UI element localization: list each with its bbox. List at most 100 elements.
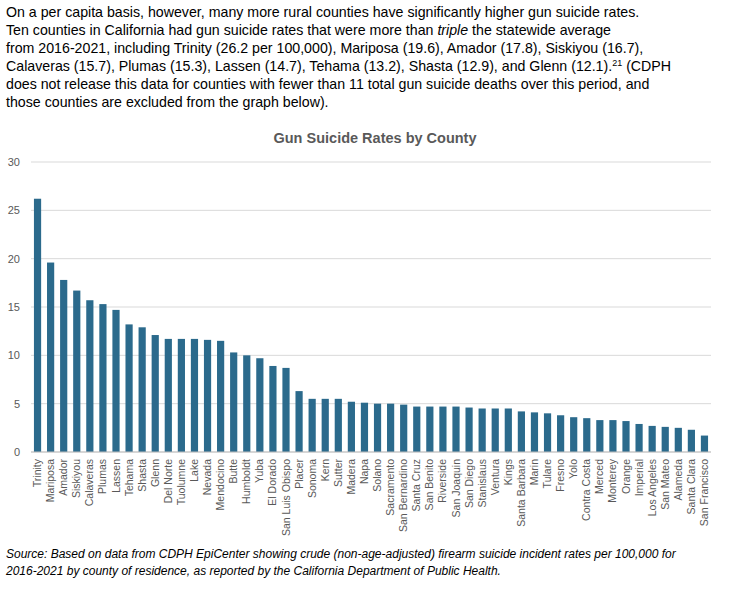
bar xyxy=(557,415,564,452)
intro-text: Calaveras (15.7), Plumas (15.3), Lassen … xyxy=(6,58,612,74)
bar xyxy=(34,199,41,452)
chart-title: Gun Suicide Rates by County xyxy=(273,130,476,146)
bar xyxy=(518,411,525,452)
bar xyxy=(295,391,302,452)
x-tick-label: Santa Cruz xyxy=(410,459,422,512)
x-tick-label: Fresno xyxy=(554,459,566,492)
bar xyxy=(99,304,106,452)
x-tick-label: Solano xyxy=(371,459,383,492)
intro-line: Ten counties in California had gun suici… xyxy=(6,22,611,38)
bar xyxy=(452,407,459,452)
x-tick-label: Madera xyxy=(345,459,357,495)
bar xyxy=(701,436,708,452)
x-tick-label: Placer xyxy=(293,459,305,489)
intro-line: those counties are excluded from the gra… xyxy=(6,94,329,110)
bar xyxy=(269,366,276,452)
x-tick-label: Tulare xyxy=(541,459,553,489)
x-tick-label: Kings xyxy=(502,459,514,485)
intro-line: Calaveras (15.7), Plumas (15.3), Lassen … xyxy=(6,58,671,74)
x-tick-label: Imperial xyxy=(633,459,645,496)
y-tick-label: 5 xyxy=(14,398,20,410)
bar xyxy=(361,403,368,452)
intro-text: On a per capita basis, however, many mor… xyxy=(6,4,639,20)
y-tick-label: 30 xyxy=(8,156,20,168)
x-tick-label: Mariposa xyxy=(44,459,56,502)
intro-text: from 2016-2021, including Trinity (26.2 … xyxy=(6,40,643,56)
x-tick-label: Lassen xyxy=(110,459,122,493)
x-tick-label: San Mateo xyxy=(659,459,671,510)
x-tick-label: Yolo xyxy=(567,459,579,479)
x-tick-label: Mendocino xyxy=(214,459,226,511)
x-tick-labels: TrinityMariposaAmadorSiskiyouCalaverasPl… xyxy=(31,458,710,536)
grid-line xyxy=(31,210,711,211)
bar xyxy=(282,368,289,452)
intro-line: On a per capita basis, however, many mor… xyxy=(6,4,639,20)
source-line: Source: Based on data from CDPH EpiCente… xyxy=(6,547,677,561)
x-tick-label: Marin xyxy=(528,459,540,485)
bar xyxy=(243,355,250,452)
x-tick-label: Ventura xyxy=(489,459,501,495)
x-tick-label: Yuba xyxy=(253,459,265,483)
bar xyxy=(387,404,394,452)
x-tick-label: Kern xyxy=(319,459,331,481)
grid-line xyxy=(31,355,711,356)
intro-paragraph: On a per capita basis, however, many mor… xyxy=(6,4,671,110)
intro-text: (CDPH xyxy=(622,58,671,74)
bar xyxy=(675,428,682,452)
intro-text: the statewide average xyxy=(468,22,611,38)
page: On a per capita basis, however, many mor… xyxy=(0,0,741,597)
bars xyxy=(34,199,708,452)
x-tick-label: San Diego xyxy=(463,459,475,508)
x-tick-label: Contra Costa xyxy=(580,459,592,521)
grid-line xyxy=(31,162,711,163)
x-tick-label: Sacramento xyxy=(384,459,396,516)
x-tick-label: Plumas xyxy=(96,459,108,494)
x-tick-label: Del Norte xyxy=(162,459,174,504)
x-tick-label: Santa Barbara xyxy=(515,459,527,527)
x-tick-label: Nevada xyxy=(201,459,213,495)
intro-text: those counties are excluded from the gra… xyxy=(6,94,329,110)
intro-text: triple xyxy=(437,22,468,38)
x-tick-label: Los Angeles xyxy=(646,459,658,516)
bar xyxy=(152,335,159,452)
bar xyxy=(400,405,407,452)
x-tick-label: San Luis Obispo xyxy=(280,459,292,536)
bar xyxy=(531,412,538,452)
x-tick-label: Shasta xyxy=(136,459,148,492)
chart: Gun Suicide Rates by County051015202530T… xyxy=(8,130,711,536)
bar xyxy=(492,409,499,453)
grid-line xyxy=(31,307,711,308)
x-tick-label: Siskiyou xyxy=(70,459,82,498)
bar xyxy=(505,409,512,453)
bar xyxy=(322,399,329,452)
bar xyxy=(465,408,472,452)
x-tick-label: El Dorado xyxy=(266,459,278,506)
x-tick-label: Napa xyxy=(358,459,370,484)
x-axis-line xyxy=(31,452,711,453)
x-tick-label: Butte xyxy=(227,459,239,484)
grid-line xyxy=(31,258,711,259)
x-tick-label: Lake xyxy=(188,459,200,482)
intro-line: does not release this data for counties … xyxy=(6,76,649,92)
intro-text: 21 xyxy=(612,58,622,68)
x-tick-label: Riverside xyxy=(436,459,448,503)
bar xyxy=(426,407,433,452)
x-tick-label: San Bernardino xyxy=(397,459,409,532)
bar xyxy=(479,409,486,453)
bar xyxy=(217,341,224,452)
bar xyxy=(204,340,211,452)
intro-line: from 2016-2021, including Trinity (26.2 … xyxy=(6,40,643,56)
x-tick-label: Merced xyxy=(593,459,605,494)
x-tick-label: San Joaquin xyxy=(450,459,462,518)
bar xyxy=(596,420,603,452)
bar xyxy=(139,327,146,452)
bar xyxy=(309,399,316,452)
x-tick-label: Trinity xyxy=(31,458,43,487)
y-tick-label: 15 xyxy=(8,301,20,313)
source-note: Source: Based on data from CDPH EpiCente… xyxy=(5,547,677,578)
y-tick-label: 0 xyxy=(14,446,20,458)
bar xyxy=(544,413,551,452)
bar xyxy=(60,280,67,452)
x-tick-label: Stanislaus xyxy=(476,459,488,507)
bar xyxy=(73,291,80,452)
